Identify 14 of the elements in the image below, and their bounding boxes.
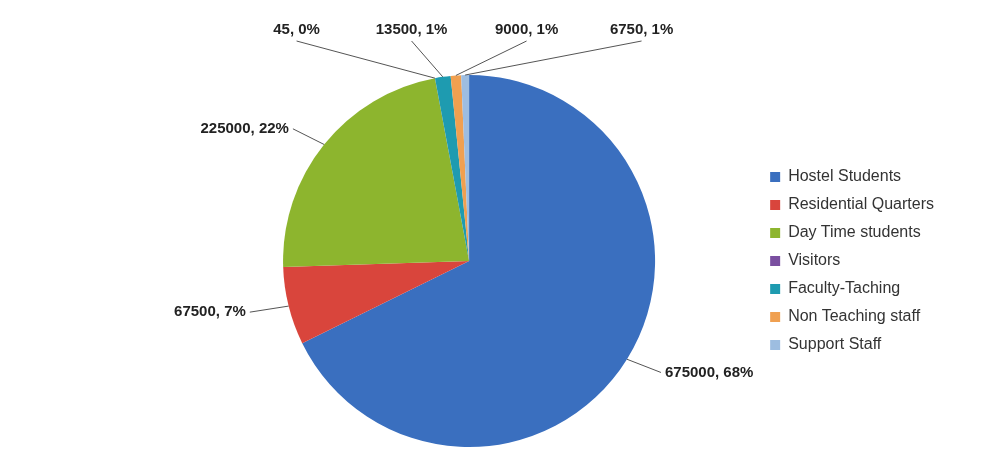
- legend-label: Non Teaching staff: [788, 307, 921, 325]
- data-label: 675000, 68%: [664, 362, 754, 380]
- data-label: 13500, 1%: [375, 19, 448, 37]
- legend-label: Residential Quarters: [788, 195, 934, 213]
- legend-label: Faculty-Taching: [788, 279, 901, 297]
- data-label: 45, 0%: [273, 19, 320, 37]
- data-label: 225000, 22%: [200, 118, 289, 136]
- legend-label: Hostel Students: [788, 167, 902, 185]
- data-label: 9000, 1%: [494, 19, 559, 37]
- legend-label: Support Staff: [788, 335, 882, 353]
- data-label: 6750, 1%: [609, 19, 674, 37]
- legend-label: Visitors: [788, 251, 841, 269]
- legend-label: Day Time students: [788, 223, 921, 241]
- data-label: 67500, 7%: [174, 302, 246, 320]
